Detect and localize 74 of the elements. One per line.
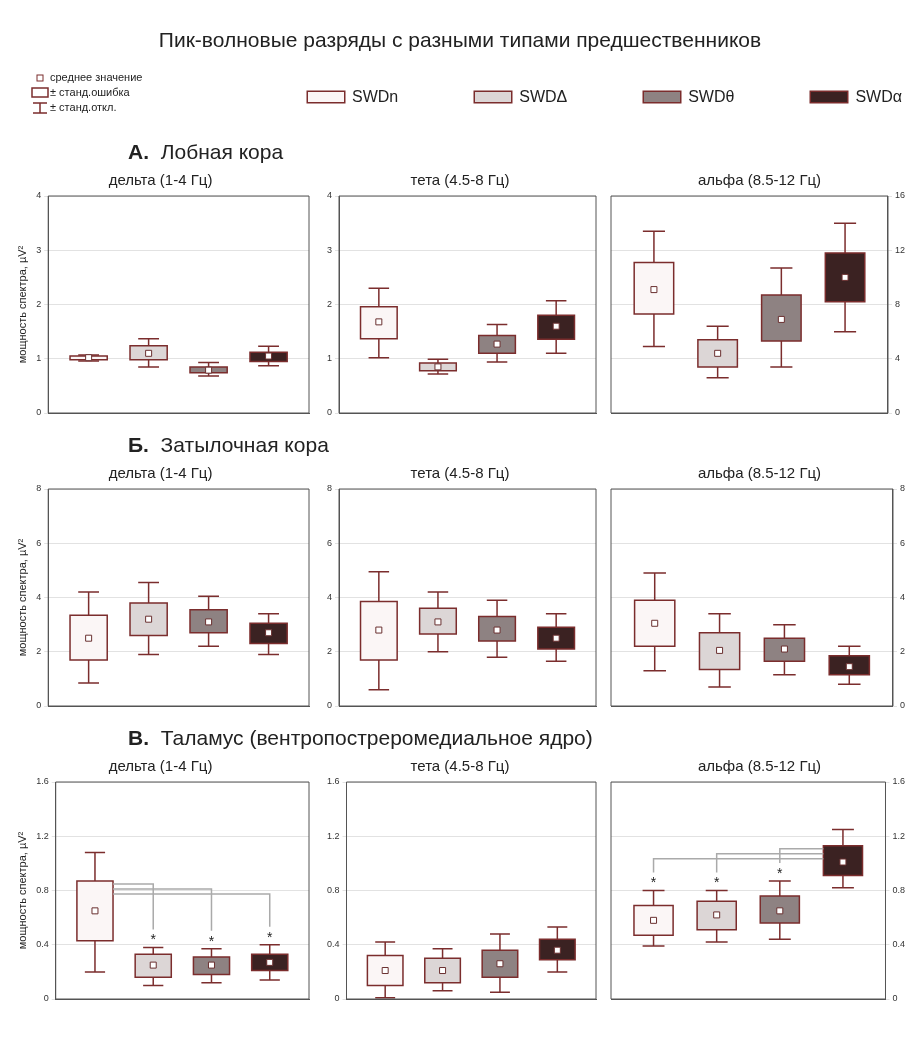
text: * [208,932,215,949]
y-tick-label: 0.8 [327,884,340,895]
text: В. Таламус (вентропостреромедиальное ядро) [128,726,593,749]
chart-title: альфа (8.5-12 Гц) [697,757,822,775]
y-tick-label: 0.8 [36,884,49,895]
legend-label: SWDθ [688,88,735,106]
y-tick-label: 2 [36,298,42,309]
y-tick-label: 0 [36,700,42,711]
y2-tick-label: 2 [899,646,906,657]
y-tick-label: 0.4 [327,939,340,950]
y-tick-label: 4 [36,190,42,201]
y-tick-label: 2 [36,646,42,657]
legend-label: SWDα [855,88,902,106]
y-axis-title: мощность спектра, µV² [15,831,28,950]
text: * [713,874,720,891]
chart-title: тета (4.5-8 Гц) [410,757,510,775]
y2-tick-label: 0.8 [892,884,905,895]
text: * [150,931,156,948]
chart-title: альфа (8.5-12 Гц) [697,171,822,189]
legend-label: SWDΔ [519,88,568,106]
y2-tick-label: 4 [899,591,906,602]
text: * [267,928,273,945]
y-tick-label: 2 [326,298,333,309]
y2-tick-label: 8 [894,298,900,309]
y2-tick-label: 6 [899,537,906,548]
y-axis-title: мощность спектра, µV² [15,538,28,657]
text: среднее значение [50,70,143,85]
y2-tick-label: 0 [894,407,900,418]
y-tick-label: 8 [326,483,333,494]
y-tick-label: 1.6 [327,776,340,787]
y2-tick-label: 0.4 [892,939,905,950]
y-tick-label: 3 [326,244,333,255]
chart-title: тета (4.5-8 Гц) [410,464,510,482]
chart-title: альфа (8.5-12 Гц) [697,464,822,482]
y-tick-label: 4 [326,190,333,201]
y-tick-label: 2 [326,646,333,657]
y2-tick-label: 1.2 [892,830,905,841]
text: * [777,864,783,881]
y2-tick-label: 8 [899,483,906,494]
y-tick-label: 0 [43,993,49,1004]
y-tick-label: 6 [326,537,333,548]
y-tick-label: 1.2 [327,830,340,841]
chart-subtitle: А. Лобная кора [128,140,284,163]
legend-label: SWDn [352,88,399,106]
y-tick-label: 3 [36,244,42,255]
y-tick-label: 1 [36,353,42,364]
y2-tick-label: 0 [892,993,898,1004]
text: ± станд.ошибка [50,85,130,100]
y-tick-label: 0 [36,407,42,418]
y-tick-label: 1.6 [36,776,49,787]
y2-tick-label: 16 [894,190,905,201]
text: ± станд.откл. [50,100,117,115]
y2-tick-label: 12 [894,244,905,255]
y2-tick-label: 4 [894,353,900,364]
text: * [650,874,657,891]
y-tick-label: 8 [36,483,42,494]
chart-title: дельта (1-4 Гц) [108,171,213,189]
y-tick-label: 1.2 [36,830,49,841]
y-tick-label: 4 [36,591,42,602]
y-tick-label: 1 [326,353,333,364]
y-tick-label: 4 [326,591,333,602]
chart-title: тета (4.5-8 Гц) [410,171,510,189]
y-tick-label: 0 [334,993,340,1004]
chart-title: дельта (1-4 Гц) [108,464,213,482]
chart-title: дельта (1-4 Гц) [108,757,213,775]
y-axis-title: мощность спектра, µV² [15,245,28,364]
y-tick-label: 0 [326,407,333,418]
y2-tick-label: 0 [899,700,906,711]
y-tick-label: 6 [36,537,42,548]
text: Пик-волновые разряды с разными типами предшественников [157,28,763,52]
y-tick-label: 0 [326,700,333,711]
chart-subtitle: Б. Затылочная кора [128,433,329,456]
y2-tick-label: 1.6 [892,776,905,787]
y-tick-label: 0.4 [36,939,49,950]
